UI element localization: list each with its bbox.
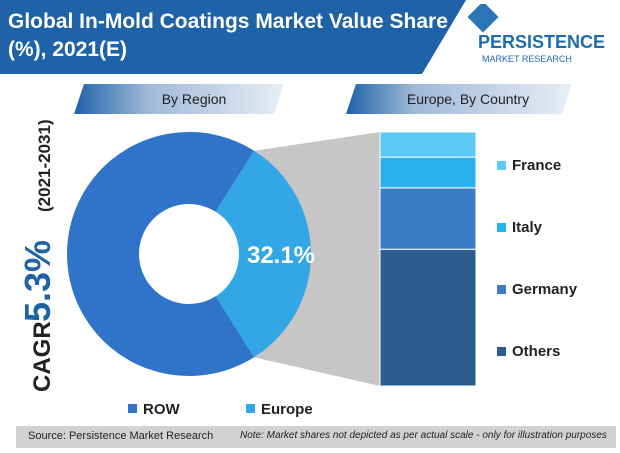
pie-legend: ROW Europe (128, 401, 313, 418)
legend-label-italy: Italy (512, 219, 543, 236)
cagr-block: CAGR 5.3% (2021-2031) (17, 119, 58, 392)
legend-swatch-france (497, 161, 506, 170)
source-text: Source: Persistence Market Research (28, 430, 214, 442)
donut-slice-row (66, 132, 255, 376)
legend-label-france: France (512, 157, 561, 174)
country-subtitle: Europe, By Country (407, 91, 529, 107)
legend-label-row: ROW (143, 401, 181, 418)
bar-segment-germany (379, 187, 477, 250)
legend-label-europe: Europe (261, 401, 313, 418)
cagr-period: (2021-2031) (35, 119, 54, 212)
logo-line2: MARKET RESEARCH (482, 54, 572, 64)
legend-swatch-italy (497, 223, 506, 232)
data-label-europe: 32.1% (247, 242, 315, 269)
legend-label-others: Others (512, 343, 560, 360)
legend-swatch-germany (497, 285, 506, 294)
cagr-value: 5.3% (17, 240, 58, 322)
bar-segment-france (379, 131, 477, 158)
logo-line1: PERSISTENCE (478, 32, 605, 52)
note-text: Note: Market shares not depicted as per … (240, 430, 607, 441)
bar-segment-others (379, 248, 477, 387)
chart-title: Global In-Mold Coatings Market Value Sha… (8, 10, 448, 61)
legend-label-germany: Germany (512, 281, 578, 298)
donut-slice-europe (215, 150, 311, 358)
donut-chart: 32.1% (66, 132, 315, 376)
footer: Source: Persistence Market Research Note… (16, 426, 616, 448)
stacked-bar-chart (379, 131, 477, 387)
legend-swatch-europe (246, 404, 255, 413)
bar-legend: France Italy Germany Others (497, 157, 578, 360)
country-subtitle-banner: Europe, By Country (346, 84, 572, 114)
region-subtitle: By Region (162, 91, 227, 107)
bar-segment-italy (379, 156, 477, 189)
logo: PERSISTENCE MARKET RESEARCH (467, 1, 618, 70)
cagr-label: CAGR (29, 321, 56, 392)
region-subtitle-banner: By Region (74, 84, 284, 114)
legend-swatch-row (128, 404, 137, 413)
legend-swatch-others (497, 347, 506, 356)
title-banner (0, 0, 466, 74)
